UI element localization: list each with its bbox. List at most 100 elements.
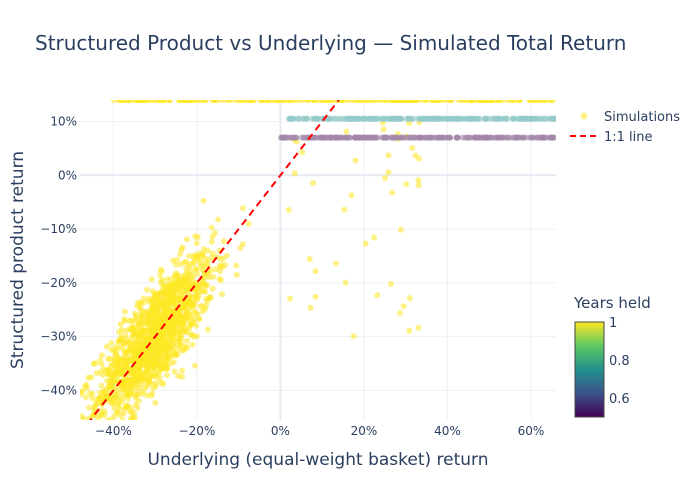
- sim-point: [148, 276, 155, 283]
- sim-point: [98, 382, 105, 389]
- sim-point: [147, 358, 154, 365]
- sim-point: [495, 115, 502, 122]
- sim-point: [167, 302, 174, 309]
- sim-point: [497, 134, 504, 141]
- sim-point: [237, 245, 244, 251]
- sim-point: [476, 100, 483, 103]
- sim-point: [111, 391, 118, 398]
- sim-point: [140, 361, 147, 368]
- x-tick-label: 0%: [271, 424, 290, 438]
- sim-point: [371, 234, 378, 241]
- sim-point: [353, 134, 360, 141]
- sim-point: [424, 115, 431, 122]
- sim-point: [161, 100, 168, 103]
- sim-point: [122, 392, 129, 399]
- sim-point: [291, 170, 298, 177]
- sim-point: [111, 413, 118, 420]
- sim-point: [108, 339, 115, 346]
- sim-point: [296, 100, 303, 103]
- colorbar-gradient: [574, 321, 605, 418]
- sim-point: [151, 290, 158, 297]
- sim-point: [155, 294, 162, 301]
- sim-point: [203, 281, 210, 288]
- sim-point: [126, 376, 133, 383]
- sim-point: [208, 224, 215, 231]
- sim-point: [516, 134, 523, 141]
- sim-point: [105, 418, 112, 420]
- sim-point: [200, 100, 207, 103]
- sim-point: [99, 371, 106, 378]
- sim-point: [383, 134, 390, 141]
- sim-point: [155, 362, 162, 369]
- y-tick-label: 10%: [50, 115, 77, 129]
- sim-point: [397, 226, 404, 233]
- sim-point: [204, 326, 211, 333]
- sim-point: [127, 100, 134, 103]
- sim-point: [485, 115, 491, 122]
- sim-point: [393, 100, 400, 103]
- sim-point: [181, 100, 188, 103]
- sim-point: [137, 443, 143, 449]
- sim-point: [194, 333, 201, 340]
- y-tick-label: −10%: [40, 222, 77, 236]
- legend-label-1to1: 1:1 line: [604, 130, 653, 145]
- sim-point: [192, 309, 199, 316]
- sim-point: [350, 333, 357, 340]
- sim-point: [484, 100, 491, 103]
- sim-point: [430, 115, 437, 122]
- sim-point: [172, 285, 179, 292]
- sim-point: [121, 308, 128, 315]
- sim-point: [223, 252, 230, 259]
- sim-point: [177, 251, 184, 258]
- sim-point: [385, 169, 392, 176]
- sim-point: [345, 100, 351, 103]
- sim-point: [129, 346, 136, 353]
- sim-point: [374, 292, 381, 299]
- sim-point: [377, 100, 384, 103]
- sim-point: [92, 360, 99, 367]
- sim-point: [162, 359, 169, 366]
- sim-point: [351, 115, 358, 122]
- sim-point: [367, 134, 374, 141]
- sim-point: [179, 342, 186, 349]
- sim-point: [153, 380, 160, 386]
- sim-point: [105, 384, 112, 390]
- sim-point: [345, 115, 352, 122]
- sim-point: [171, 322, 177, 329]
- sim-point: [414, 100, 421, 103]
- sim-point: [177, 261, 184, 268]
- sim-point: [427, 134, 434, 141]
- sim-point: [139, 100, 146, 103]
- sim-point: [509, 134, 516, 141]
- sim-point: [322, 100, 329, 103]
- sim-point: [156, 100, 163, 103]
- sim-point: [158, 278, 164, 285]
- sim-point: [172, 330, 179, 337]
- sim-point: [156, 339, 163, 346]
- sim-point: [137, 311, 144, 318]
- sim-point: [440, 134, 447, 141]
- sim-point: [144, 392, 150, 399]
- sim-point: [114, 353, 121, 360]
- sim-point: [235, 100, 241, 103]
- sim-point: [388, 100, 395, 103]
- sim-point: [217, 277, 224, 284]
- sim-point: [287, 295, 294, 302]
- sim-point: [134, 346, 141, 352]
- sim-point: [173, 256, 180, 263]
- sim-point: [114, 365, 121, 371]
- sim-point: [120, 378, 127, 385]
- sim-point: [80, 391, 84, 398]
- sim-point: [197, 283, 204, 290]
- sim-point: [110, 100, 117, 103]
- y-axis-ticks: 10% 0% −10% −20% −30% −40%: [40, 115, 77, 398]
- sim-point: [161, 283, 168, 290]
- sim-point: [507, 100, 514, 103]
- sim-point: [390, 134, 397, 141]
- sim-point: [552, 115, 556, 122]
- sim-point: [342, 279, 349, 286]
- sim-point: [534, 115, 541, 122]
- sim-point: [138, 342, 145, 349]
